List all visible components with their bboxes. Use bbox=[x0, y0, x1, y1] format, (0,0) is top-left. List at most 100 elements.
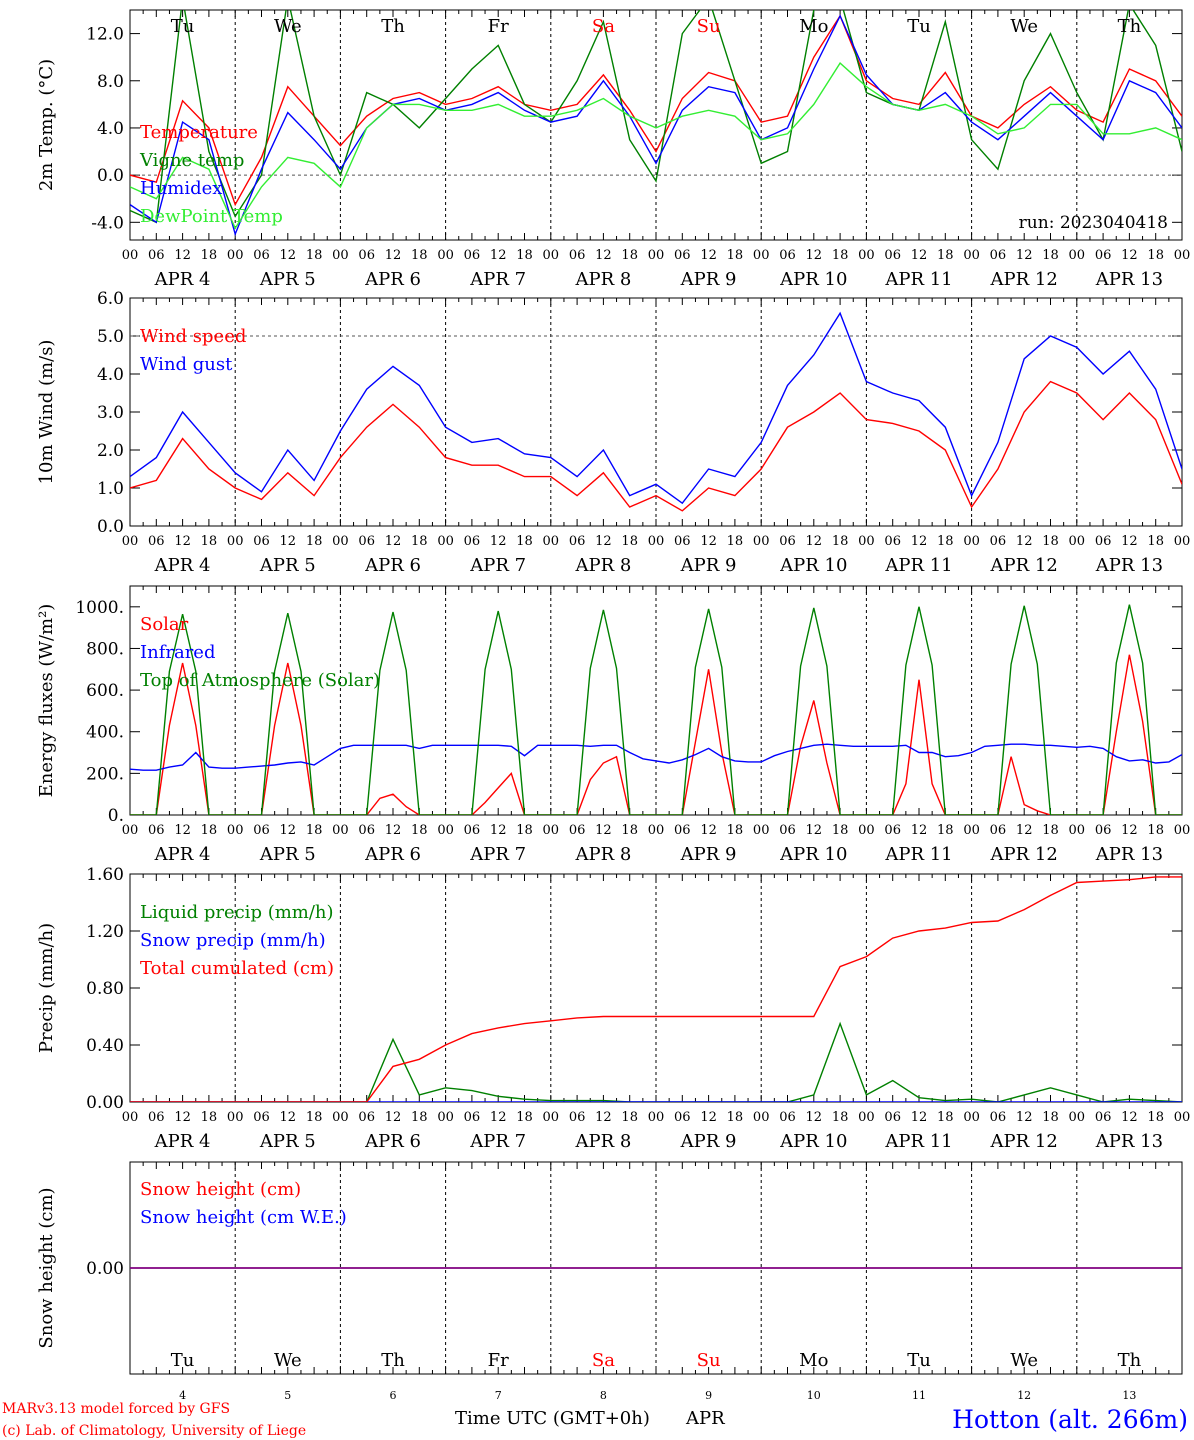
wind-ytick-label: 6.0 bbox=[97, 289, 124, 309]
temperature-weekday-label: Mo bbox=[799, 16, 828, 37]
temperature-hour-label: 00 bbox=[648, 248, 665, 263]
wind-hour-label: 18 bbox=[516, 534, 533, 549]
energy-hour-label: 18 bbox=[1042, 823, 1059, 838]
temperature-day-label: APR 10 bbox=[779, 269, 847, 290]
precip-hour-label: 06 bbox=[779, 1110, 796, 1125]
wind-hour-label: 06 bbox=[674, 534, 691, 549]
snow-weekday-label: Sa bbox=[592, 1350, 615, 1371]
precip-hour-label: 00 bbox=[122, 1110, 139, 1125]
temperature-weekday-label: We bbox=[274, 16, 302, 37]
snow-date-number: 12 bbox=[1017, 1389, 1031, 1402]
wind-day-label: APR 7 bbox=[469, 555, 526, 576]
energy-hour-label: 06 bbox=[358, 823, 375, 838]
energy-hour-label: 18 bbox=[411, 823, 428, 838]
wind-series-wind-gust bbox=[130, 311, 1182, 505]
energy-hour-label: 18 bbox=[937, 823, 954, 838]
precip-ytick-label: 0.40 bbox=[86, 1036, 124, 1056]
temperature-weekday-label: Sa bbox=[592, 16, 615, 37]
wind-hour-label: 12 bbox=[1121, 534, 1138, 549]
wind-hour-label: 00 bbox=[227, 534, 244, 549]
temperature-hour-label: 06 bbox=[464, 248, 481, 263]
temperature-hour-label: 00 bbox=[227, 248, 244, 263]
energy-hour-label: 06 bbox=[464, 823, 481, 838]
energy-day-label: APR 13 bbox=[1095, 844, 1163, 865]
temperature-hour-label: 06 bbox=[674, 248, 691, 263]
wind-hour-label: 12 bbox=[911, 534, 928, 549]
precip-hour-label: 18 bbox=[832, 1110, 849, 1125]
wind-hour-label: 06 bbox=[148, 534, 165, 549]
precip-legend-entry: Total cumulated (cm) bbox=[140, 958, 334, 979]
temperature-hour-label: 00 bbox=[858, 248, 875, 263]
precip-hour-label: 06 bbox=[464, 1110, 481, 1125]
snow-date-number: 9 bbox=[705, 1389, 712, 1402]
precip-hour-label: 06 bbox=[253, 1110, 270, 1125]
energy-hour-label: 06 bbox=[1095, 823, 1112, 838]
precip-series-liquid-precip-mm-h- bbox=[130, 1021, 1182, 1102]
precip-hour-label: 06 bbox=[569, 1110, 586, 1125]
energy-hour-label: 00 bbox=[648, 823, 665, 838]
temperature-hour-label: 18 bbox=[306, 248, 323, 263]
precip-day-label: APR 9 bbox=[680, 1131, 737, 1152]
snow-date-number: 10 bbox=[807, 1389, 821, 1402]
precip-hour-label: 12 bbox=[1121, 1110, 1138, 1125]
lab-credit: (c) Lab. of Climatology, University of L… bbox=[2, 1423, 306, 1439]
wind-hour-label: 00 bbox=[1069, 534, 1086, 549]
wind-day-label: APR 4 bbox=[154, 555, 211, 576]
precip-hour-label: 12 bbox=[385, 1110, 402, 1125]
station-name: Hotton (alt. 266m) bbox=[952, 1405, 1188, 1434]
energy-hour-label: 06 bbox=[674, 823, 691, 838]
precip-ytick-label: 0.80 bbox=[86, 979, 124, 999]
energy-hour-label: 18 bbox=[306, 823, 323, 838]
temperature-hour-label: 00 bbox=[1174, 248, 1191, 263]
energy-ytick-label: 600. bbox=[86, 681, 124, 701]
temperature-day-label: APR 13 bbox=[1095, 269, 1163, 290]
energy-hour-label: 00 bbox=[437, 823, 454, 838]
energy-day-label: APR 9 bbox=[680, 844, 737, 865]
precip-hour-label: 00 bbox=[1174, 1110, 1191, 1125]
snow-ytick-label: 0.00 bbox=[86, 1259, 124, 1279]
snow-ylabel: Snow height (cm) bbox=[36, 1187, 57, 1348]
wind-day-label: APR 13 bbox=[1095, 555, 1163, 576]
wind-hour-label: 06 bbox=[1095, 534, 1112, 549]
precip-hour-label: 18 bbox=[306, 1110, 323, 1125]
wind-day-label: APR 11 bbox=[884, 555, 952, 576]
energy-hour-label: 00 bbox=[227, 823, 244, 838]
panel-snow: 0.00 Snow height (cm) Snow height (cm) Snow… bbox=[36, 1161, 1183, 1402]
wind-day-label: APR 10 bbox=[779, 555, 847, 576]
temperature-ytick-label: 12.0 bbox=[86, 25, 124, 45]
snow-date-number: 11 bbox=[912, 1389, 926, 1402]
snow-date-number: 6 bbox=[390, 1389, 397, 1402]
wind-hour-label: 12 bbox=[700, 534, 717, 549]
precip-day-label: APR 5 bbox=[259, 1131, 316, 1152]
precip-day-label: APR 6 bbox=[364, 1131, 421, 1152]
model-credit: MARv3.13 model forced by GFS bbox=[2, 1401, 230, 1417]
precip-hour-label: 18 bbox=[937, 1110, 954, 1125]
energy-hour-label: 06 bbox=[779, 823, 796, 838]
wind-day-label: APR 12 bbox=[990, 555, 1058, 576]
temperature-day-label: APR 11 bbox=[884, 269, 952, 290]
wind-ytick-label: 5.0 bbox=[97, 327, 124, 347]
panel-wind: 0.0 1.0 2.0 3.0 4.0 5.0 6.0 10m Wind (m/s) Wind … bbox=[36, 289, 1190, 576]
temperature-weekday-label: Tu bbox=[907, 16, 931, 37]
energy-legend-entry: Solar bbox=[140, 614, 189, 635]
precip-hour-label: 12 bbox=[280, 1110, 297, 1125]
wind-hour-label: 06 bbox=[253, 534, 270, 549]
energy-day-label: APR 7 bbox=[469, 844, 526, 865]
precip-hour-label: 06 bbox=[358, 1110, 375, 1125]
precip-hour-label: 06 bbox=[674, 1110, 691, 1125]
energy-hour-label: 18 bbox=[1147, 823, 1164, 838]
temperature-weekday-label: Fr bbox=[488, 16, 509, 37]
energy-day-label: APR 5 bbox=[259, 844, 316, 865]
temperature-ytick-label: -4.0 bbox=[91, 213, 124, 233]
wind-series-wind-speed bbox=[130, 380, 1182, 512]
wind-hour-label: 18 bbox=[306, 534, 323, 549]
wind-hour-label: 06 bbox=[569, 534, 586, 549]
precip-hour-label: 12 bbox=[700, 1110, 717, 1125]
run-label: run: 2023040418 bbox=[1019, 213, 1168, 233]
wind-hour-label: 00 bbox=[122, 534, 139, 549]
wind-ytick-label: 4.0 bbox=[97, 365, 124, 385]
wind-hour-label: 00 bbox=[332, 534, 349, 549]
wind-hour-label: 06 bbox=[990, 534, 1007, 549]
precip-hour-label: 06 bbox=[884, 1110, 901, 1125]
temperature-hour-label: 06 bbox=[569, 248, 586, 263]
